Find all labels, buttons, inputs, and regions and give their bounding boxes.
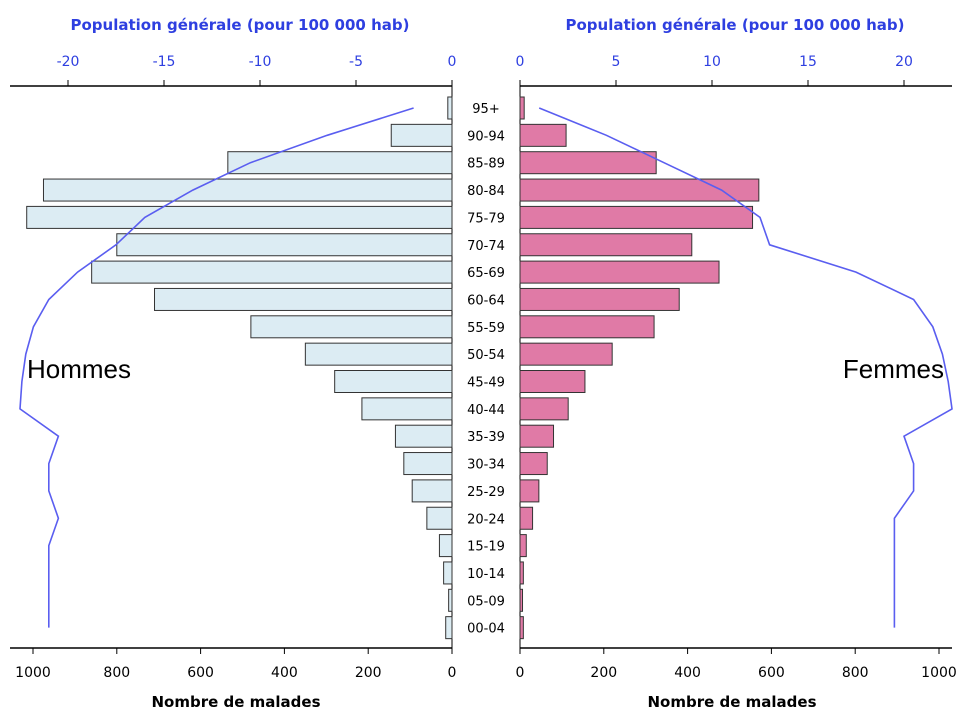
bar-femmes-75-79 — [519, 205, 754, 229]
side-label-hommes: Hommes — [27, 354, 131, 384]
bar-hommes-80-84 — [42, 178, 453, 202]
age-label-80-84: 80-84 — [467, 184, 505, 199]
bottom-axis-title-right: Nombre de malades — [647, 693, 816, 711]
bar-femmes-20-24 — [519, 506, 534, 530]
age-label-90-94: 90-94 — [467, 129, 505, 144]
bottom-tick-label-right: 800 — [842, 665, 869, 681]
bar-femmes-80-84 — [519, 178, 760, 202]
bottom-tick-label-left: 400 — [271, 665, 298, 681]
bar-femmes-00-04 — [519, 616, 524, 640]
bottom-tick-label-right: 1000 — [921, 665, 957, 681]
bottom-tick-label-left: 800 — [103, 665, 130, 681]
age-label-35-39: 35-39 — [467, 430, 505, 445]
men-population-line — [19, 107, 414, 628]
bar-femmes-25-29 — [519, 479, 540, 503]
bar-hommes-50-54 — [304, 342, 453, 366]
bottom-tick-label-right: 0 — [516, 665, 525, 681]
bar-femmes-90-94 — [519, 123, 567, 147]
bar-hommes-15-19 — [438, 534, 453, 558]
bottom-tick-label-right: 600 — [758, 665, 785, 681]
age-label-15-19: 15-19 — [467, 540, 505, 555]
bar-hommes-00-04 — [445, 616, 453, 640]
bar-femmes-85-89 — [519, 151, 657, 175]
bar-hommes-25-29 — [411, 479, 453, 503]
bar-femmes-30-34 — [519, 452, 548, 476]
women-bars — [519, 96, 760, 640]
age-label-40-44: 40-44 — [467, 403, 505, 418]
top-tick-label-left: -20 — [57, 54, 80, 70]
bar-femmes-35-39 — [519, 424, 555, 448]
bar-hommes-85-89 — [227, 151, 453, 175]
bar-hommes-30-34 — [403, 452, 453, 476]
bottom-axis-title-left: Nombre de malades — [151, 693, 320, 711]
bar-hommes-35-39 — [394, 424, 453, 448]
age-label-45-49: 45-49 — [467, 376, 505, 391]
age-label-60-64: 60-64 — [467, 293, 505, 308]
top-tick-label-right: 10 — [703, 54, 721, 70]
age-label-85-89: 85-89 — [467, 157, 505, 172]
bar-femmes-55-59 — [519, 315, 655, 339]
age-label-70-74: 70-74 — [467, 239, 505, 254]
top-tick-label-left: 0 — [448, 54, 457, 70]
bottom-tick-label-left: 600 — [187, 665, 214, 681]
bar-hommes-40-44 — [361, 397, 453, 421]
top-tick-label-right: 0 — [516, 54, 525, 70]
bar-hommes-55-59 — [250, 315, 453, 339]
top-tick-label-left: -10 — [249, 54, 272, 70]
top-tick-label-right: 15 — [799, 54, 817, 70]
top-axis-title-left: Population générale (pour 100 000 hab) — [71, 16, 410, 34]
age-label-00-04: 00-04 — [467, 622, 505, 637]
bar-femmes-95+ — [519, 96, 525, 120]
bar-femmes-45-49 — [519, 370, 586, 393]
age-label-95+: 95+ — [472, 102, 499, 117]
age-label-05-09: 05-09 — [467, 594, 505, 609]
bottom-axis-ticks: 1000 800 600 400 200 0 0 200 400 600 800 1000 — [15, 648, 957, 681]
bottom-tick-label-left: 0 — [448, 665, 457, 681]
bar-hommes-60-64 — [154, 287, 453, 311]
bar-hommes-10-14 — [443, 561, 453, 585]
bar-femmes-15-19 — [519, 534, 527, 558]
top-tick-label-left: -5 — [349, 54, 363, 70]
age-label-20-24: 20-24 — [467, 512, 505, 527]
bar-femmes-10-14 — [519, 561, 524, 585]
side-label-femmes: Femmes — [843, 354, 944, 384]
bar-femmes-70-74 — [519, 233, 693, 257]
age-label-75-79: 75-79 — [467, 211, 505, 226]
age-label-65-69: 65-69 — [467, 266, 505, 281]
bar-hommes-70-74 — [116, 233, 453, 257]
bar-femmes-65-69 — [519, 260, 720, 284]
bottom-tick-label-left: 200 — [355, 665, 382, 681]
bar-hommes-05-09 — [448, 588, 453, 612]
top-axis-ticks: -20 -15 -10 -5 0 0 5 10 15 20 — [57, 54, 913, 86]
top-tick-label-right: 20 — [895, 54, 913, 70]
bottom-tick-label-left: 1000 — [15, 665, 51, 681]
bar-hommes-90-94 — [390, 123, 453, 147]
top-axis-title-right: Population générale (pour 100 000 hab) — [566, 16, 905, 34]
bar-femmes-60-64 — [519, 287, 680, 311]
women-population-line — [538, 107, 953, 628]
bar-femmes-05-09 — [519, 588, 524, 612]
bar-hommes-65-69 — [91, 260, 453, 284]
bar-hommes-45-49 — [334, 370, 453, 393]
bottom-tick-label-right: 400 — [674, 665, 701, 681]
age-label-55-59: 55-59 — [467, 321, 505, 336]
age-label-10-14: 10-14 — [467, 567, 505, 582]
age-label-50-54: 50-54 — [467, 348, 505, 363]
age-label-30-34: 30-34 — [467, 458, 505, 473]
bar-femmes-40-44 — [519, 397, 569, 421]
top-tick-label-right: 5 — [612, 54, 621, 70]
age-label-25-29: 25-29 — [467, 485, 505, 500]
bottom-tick-label-right: 200 — [590, 665, 617, 681]
bar-hommes-75-79 — [26, 205, 453, 229]
age-labels: 95+ 90-94 85-89 80-84 75-79 70-74 65-69 60-64 55… — [467, 102, 505, 637]
top-tick-label-left: -15 — [153, 54, 176, 70]
bar-hommes-95+ — [447, 96, 453, 120]
men-bars — [26, 96, 453, 640]
bar-femmes-50-54 — [519, 342, 613, 366]
bar-hommes-20-24 — [426, 506, 453, 530]
